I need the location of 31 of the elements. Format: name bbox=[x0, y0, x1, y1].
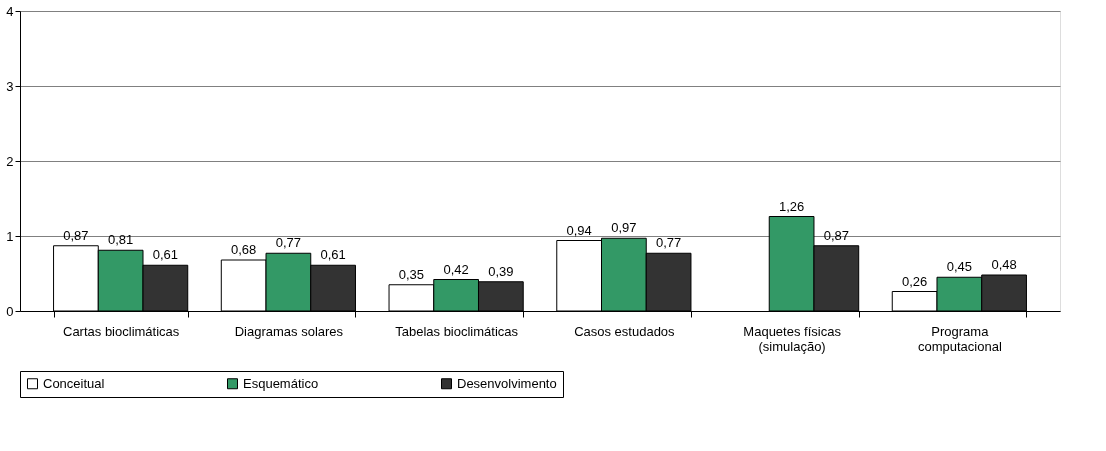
y-tick-label: 1 bbox=[6, 228, 14, 244]
data-label: 0,61 bbox=[320, 247, 346, 263]
y-tick-label: 3 bbox=[6, 78, 14, 94]
data-label: 0,35 bbox=[398, 266, 425, 282]
x-tick-label: Maquetes físicas (simulação) bbox=[743, 323, 842, 354]
data-label: 0,45 bbox=[946, 259, 973, 275]
x-tick-label: Tabelas bioclimáticas bbox=[395, 323, 519, 339]
legend-label: Desenvolvimento bbox=[457, 375, 557, 391]
data-label: 0,77 bbox=[655, 235, 682, 251]
data-label: 1,26 bbox=[778, 198, 805, 214]
y-tick-label: 2 bbox=[6, 153, 14, 169]
data-label: 0,87 bbox=[63, 227, 89, 243]
data-label: 0,26 bbox=[901, 273, 928, 289]
y-tick-label: 0 bbox=[6, 303, 14, 319]
data-label: 0,68 bbox=[231, 242, 257, 257]
data-label: 0,97 bbox=[611, 220, 637, 236]
x-tick-label: Diagramas solares bbox=[234, 323, 344, 339]
legend-label: Esquemático bbox=[243, 375, 319, 391]
data-label: 0,94 bbox=[566, 222, 592, 238]
data-label: 0,39 bbox=[488, 263, 514, 279]
legend-label: Conceitual bbox=[43, 375, 105, 391]
y-tick-label: 4 bbox=[6, 3, 14, 19]
data-label: 0,87 bbox=[823, 227, 849, 243]
data-label: 0,81 bbox=[107, 232, 134, 248]
x-tick-label: Programa computacional bbox=[917, 323, 1002, 354]
data-label: 0,61 bbox=[152, 247, 179, 263]
data-label: 0,48 bbox=[991, 257, 1017, 272]
data-label: 0,77 bbox=[275, 235, 302, 251]
x-tick-label: Cartas bioclimáticas bbox=[62, 323, 180, 339]
x-tick-label: Casos estudados bbox=[574, 323, 676, 339]
data-label: 0,42 bbox=[443, 261, 469, 277]
